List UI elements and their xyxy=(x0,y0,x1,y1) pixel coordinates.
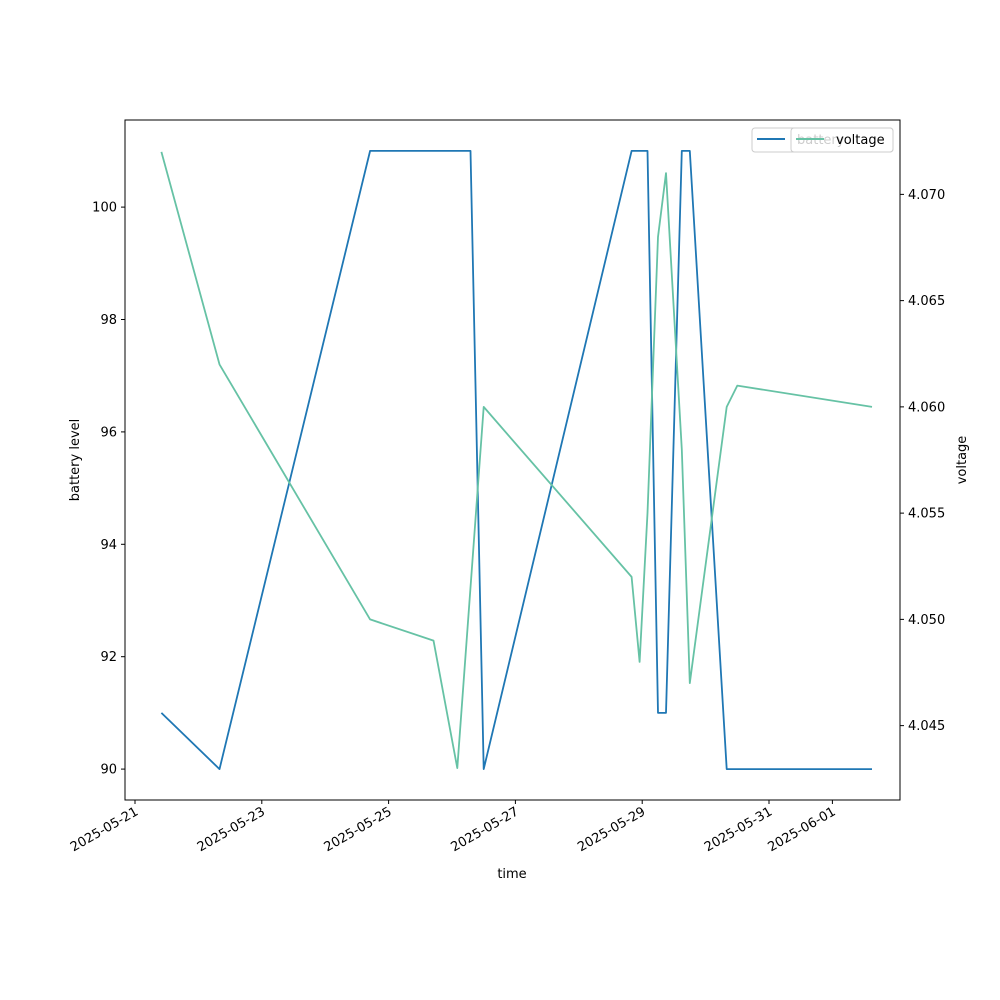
y-right-tick-label: 4.065 xyxy=(908,294,945,309)
y-left-tick-label: 100 xyxy=(92,201,117,216)
series-line-battery xyxy=(160,149,872,770)
y-axis-right: 4.045 4.050 4.055 4.060 4.065 4.070 xyxy=(900,188,945,734)
y-right-tick-label: 4.055 xyxy=(908,507,945,522)
legend-voltage-label: voltage xyxy=(836,133,885,148)
y-right-tick-label: 4.070 xyxy=(908,188,945,203)
y-right-tick-label: 4.050 xyxy=(908,613,945,628)
y-right-tick-label: 4.045 xyxy=(908,719,945,734)
legend-voltage-frame xyxy=(790,127,894,153)
y-right-tick-label: 4.060 xyxy=(908,400,945,415)
y-axis-left: 90 92 94 96 98 100 xyxy=(92,201,125,778)
y-left-tick-label: 98 xyxy=(100,313,117,328)
plot-series xyxy=(160,149,873,770)
y-axis-left-label: battery level xyxy=(68,419,83,502)
x-axis-label: time xyxy=(497,867,526,882)
plot-frame xyxy=(124,119,901,801)
y-left-tick-label: 94 xyxy=(100,538,117,553)
series-line-voltage xyxy=(160,151,873,769)
y-left-tick-label: 90 xyxy=(100,763,117,778)
legend-voltage: voltage xyxy=(790,127,894,153)
y-left-tick-label: 96 xyxy=(100,425,117,440)
y-axis-right-label: voltage xyxy=(955,436,970,485)
y-left-tick-label: 92 xyxy=(100,650,117,665)
